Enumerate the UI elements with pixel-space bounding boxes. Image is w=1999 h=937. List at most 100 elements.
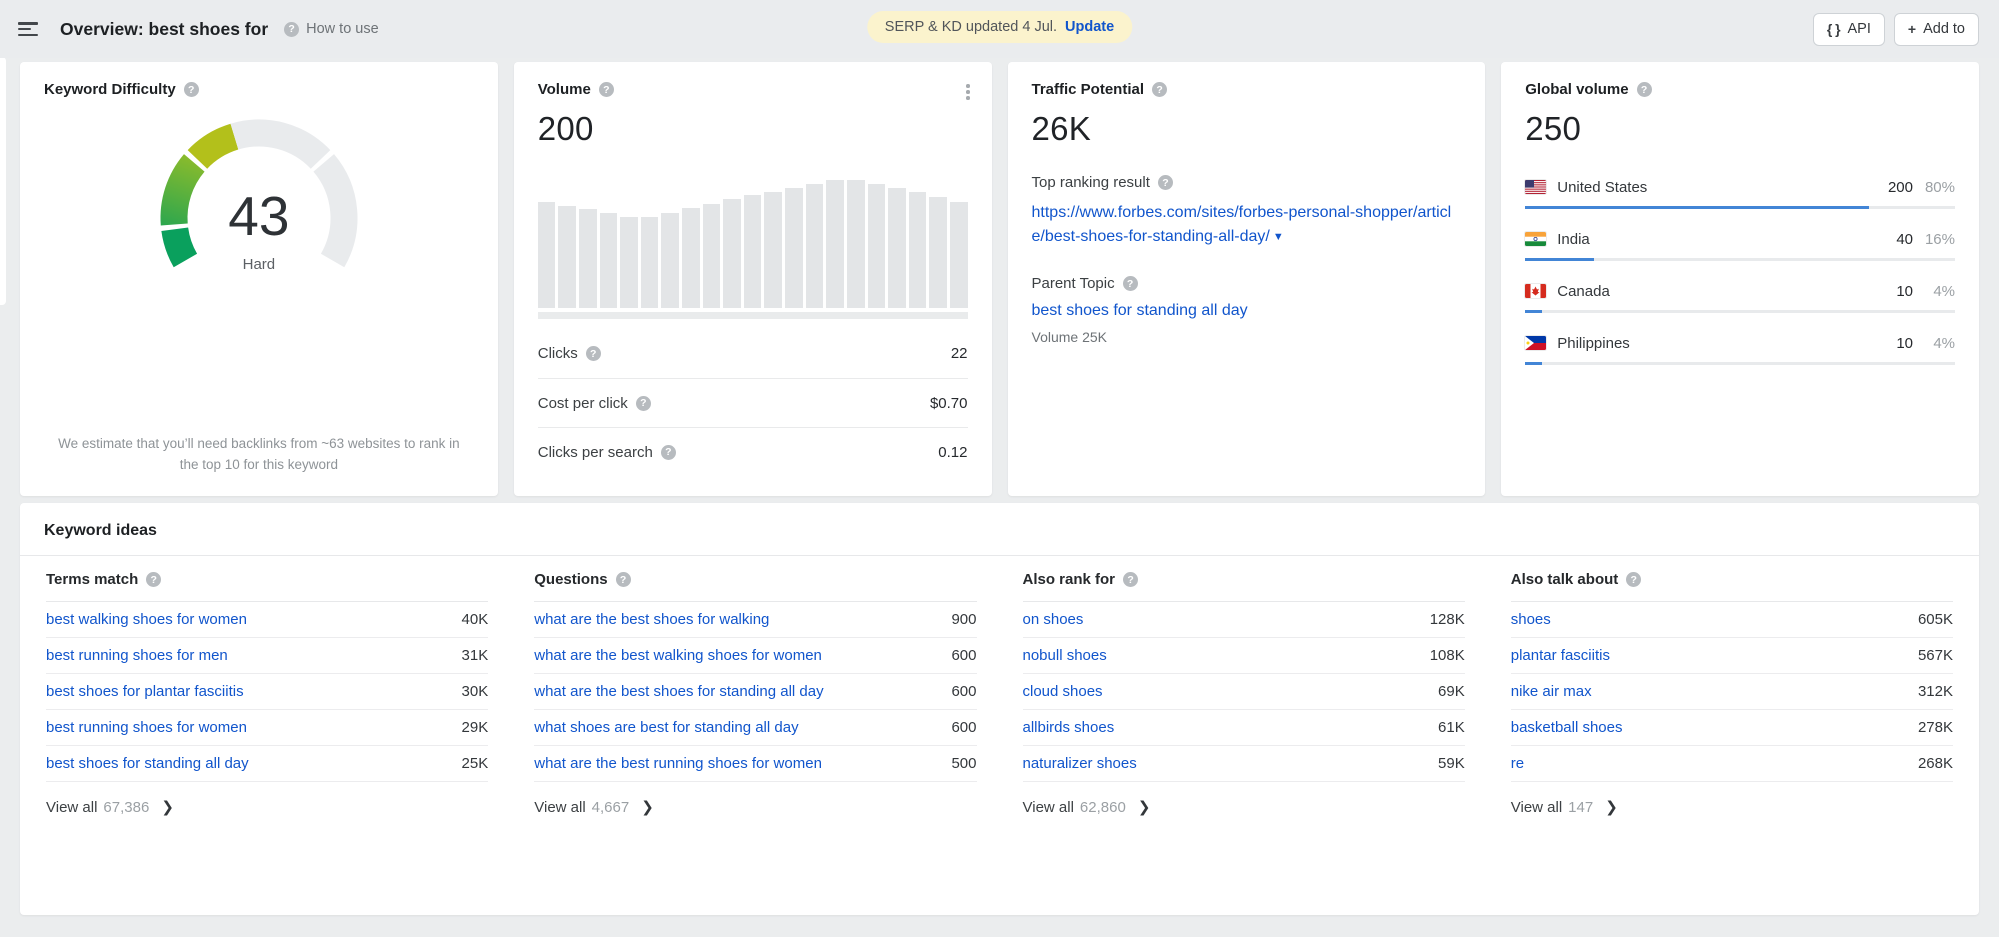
- keyword-link[interactable]: what are the best shoes for standing all…: [534, 683, 824, 700]
- keyword-volume: 278K: [1917, 719, 1953, 736]
- help-icon[interactable]: ?: [1626, 572, 1642, 587]
- update-link[interactable]: Update: [1065, 19, 1115, 35]
- keyword-volume: 605K: [1917, 611, 1953, 628]
- chevron-right-icon: ❯: [1137, 799, 1151, 816]
- global-volume-card: Global volume ? 250 United States 200 80…: [1501, 62, 1979, 496]
- kd-value: 43: [228, 185, 290, 247]
- volume-title: Volume ?: [538, 81, 968, 98]
- keyword-volume: 25K: [461, 755, 489, 772]
- volume-bar: [620, 217, 638, 308]
- view-all-link[interactable]: View all 62,860 ❯: [1022, 798, 1151, 817]
- volume-bar: [867, 183, 886, 308]
- help-icon[interactable]: ?: [146, 572, 162, 587]
- help-icon[interactable]: ?: [615, 572, 631, 587]
- keyword-row: what are the best walking shoes for wome…: [534, 638, 977, 674]
- keyword-link[interactable]: allbirds shoes: [1022, 719, 1115, 736]
- help-icon[interactable]: ?: [1123, 572, 1139, 587]
- help-icon[interactable]: ?: [183, 82, 199, 97]
- country-percent: 4%: [1933, 334, 1955, 352]
- keyword-link[interactable]: naturalizer shoes: [1022, 755, 1137, 772]
- volume-stats: Clicks ? 22 Cost per click ? $0.70 Clicks …: [537, 329, 968, 476]
- how-to-use-link[interactable]: ? How to use: [284, 21, 379, 37]
- keyword-link[interactable]: what shoes are best for standing all day: [534, 719, 799, 736]
- help-icon[interactable]: ?: [635, 395, 651, 411]
- api-button[interactable]: { } API: [1812, 12, 1885, 46]
- help-icon[interactable]: ?: [1636, 82, 1652, 97]
- column-header: Terms match ?: [46, 556, 489, 602]
- chevron-down-icon[interactable]: ▼: [1272, 231, 1284, 243]
- view-all-link[interactable]: View all 67,386 ❯: [46, 798, 174, 817]
- keyword-link[interactable]: re: [1510, 755, 1525, 772]
- keyword-volume: 59K: [1438, 755, 1465, 772]
- stat-label: Clicks ?: [538, 345, 601, 362]
- kd-difficulty-label: Hard: [242, 256, 276, 273]
- help-icon[interactable]: ?: [585, 346, 601, 361]
- volume-bar: [537, 201, 556, 308]
- global-volume-title: Global volume ?: [1525, 81, 1955, 98]
- keyword-link[interactable]: what are the best shoes for walking: [534, 611, 770, 628]
- keyword-column: Also rank for ? on shoes 128K nobull sho…: [1022, 556, 1465, 817]
- volume-card: Volume ? 200 Clicks ? 22 Cost per click ?…: [513, 62, 992, 496]
- view-all-link[interactable]: View all 4,667 ❯: [534, 798, 654, 817]
- menu-hamburger-icon[interactable]: [18, 22, 38, 36]
- volume-bar: [599, 213, 618, 308]
- keyword-link[interactable]: cloud shoes: [1022, 683, 1103, 700]
- ca-flag-icon: [1525, 284, 1547, 298]
- keyword-volume: 108K: [1429, 647, 1465, 664]
- help-icon[interactable]: ?: [1157, 175, 1173, 190]
- country-volume: 200: [1887, 178, 1913, 196]
- keyword-row: best shoes for plantar fasciitis 30K: [46, 674, 489, 710]
- keyword-ideas-columns: Terms match ? best walking shoes for wom…: [20, 556, 1979, 816]
- keyword-column: Also talk about ? shoes 605K plantar fas…: [1510, 556, 1953, 817]
- keyword-link[interactable]: nike air max: [1510, 683, 1592, 700]
- country-row: Canada 10 4%: [1525, 278, 1955, 313]
- keyword-link[interactable]: basketball shoes: [1510, 719, 1623, 736]
- country-name: India: [1557, 230, 1590, 248]
- keyword-link[interactable]: what are the best running shoes for wome…: [534, 755, 822, 772]
- keyword-link[interactable]: best shoes for standing all day: [46, 755, 249, 772]
- keyword-volume: 600: [951, 683, 977, 700]
- keyword-row: best walking shoes for women 40K: [46, 602, 489, 638]
- help-icon[interactable]: ?: [660, 444, 676, 460]
- kebab-menu-icon[interactable]: [962, 80, 974, 104]
- top-ranking-url-link[interactable]: https://www.forbes.com/sites/forbes-pers…: [1031, 204, 1452, 245]
- keyword-link[interactable]: nobull shoes: [1022, 647, 1107, 664]
- volume-bar: [785, 187, 803, 308]
- add-to-button[interactable]: + Add to: [1893, 12, 1979, 46]
- keyword-volume: 128K: [1429, 611, 1465, 628]
- keyword-link[interactable]: best walking shoes for women: [46, 611, 247, 628]
- view-all-count: 4,667: [591, 798, 630, 816]
- help-icon[interactable]: ?: [1122, 276, 1138, 291]
- column-header: Questions ?: [534, 556, 977, 602]
- parent-topic-label: Parent Topic ?: [1032, 275, 1462, 292]
- braces-icon: { }: [1826, 21, 1841, 37]
- keyword-difficulty-title: Keyword Difficulty ?: [44, 81, 474, 98]
- topbar: Overview: best shoes for ? How to use SE…: [0, 0, 1999, 58]
- view-all-link[interactable]: View all 147 ❯: [1510, 798, 1618, 817]
- keyword-link[interactable]: plantar fasciitis: [1510, 647, 1610, 664]
- volume-bar: [929, 196, 947, 308]
- keyword-row: what shoes are best for standing all day…: [534, 710, 977, 746]
- keyword-volume: 312K: [1917, 683, 1953, 700]
- keyword-row: best shoes for standing all day 25K: [46, 746, 489, 782]
- help-icon[interactable]: ?: [1152, 82, 1168, 97]
- country-volume: 40: [1896, 230, 1913, 248]
- kd-gauge-arc: [160, 119, 358, 268]
- keyword-link[interactable]: what are the best walking shoes for wome…: [534, 647, 822, 664]
- keyword-link[interactable]: shoes: [1510, 611, 1551, 628]
- update-notice-text: SERP & KD updated 4 Jul.: [884, 19, 1058, 35]
- keyword-link[interactable]: on shoes: [1022, 611, 1084, 628]
- country-percent: 16%: [1924, 230, 1955, 248]
- keyword-volume: 500: [951, 755, 977, 772]
- stat-label: Cost per click ?: [538, 395, 651, 412]
- keyword-link[interactable]: best shoes for plantar fasciitis: [46, 683, 244, 700]
- keyword-volume: 69K: [1438, 683, 1465, 700]
- keyword-link[interactable]: best running shoes for men: [46, 647, 228, 664]
- country-share-bar: [1525, 310, 1955, 313]
- country-share-bar: [1525, 362, 1955, 365]
- keyword-row: what are the best running shoes for wome…: [534, 746, 977, 782]
- parent-topic-link[interactable]: best shoes for standing all day: [1031, 302, 1248, 319]
- help-icon[interactable]: ?: [598, 82, 614, 97]
- keyword-link[interactable]: best running shoes for women: [46, 719, 247, 736]
- keyword-row: re 268K: [1510, 746, 1953, 782]
